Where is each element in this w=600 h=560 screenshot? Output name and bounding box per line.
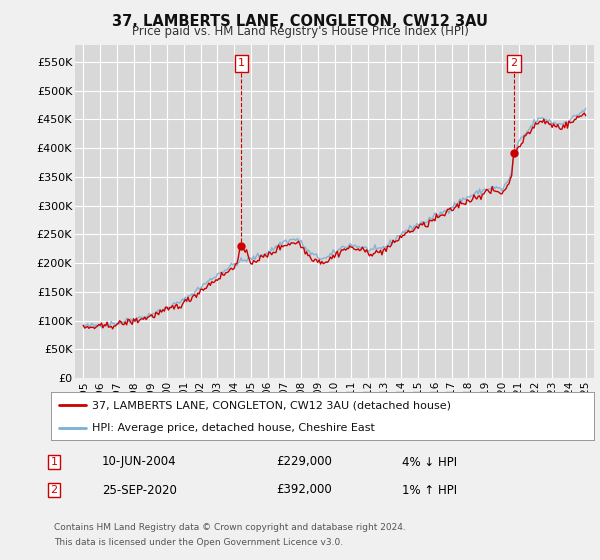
Text: 2: 2 (511, 58, 518, 68)
Text: £392,000: £392,000 (276, 483, 332, 497)
Text: 1% ↑ HPI: 1% ↑ HPI (402, 483, 457, 497)
Text: Price paid vs. HM Land Registry's House Price Index (HPI): Price paid vs. HM Land Registry's House … (131, 25, 469, 38)
Text: 4% ↓ HPI: 4% ↓ HPI (402, 455, 457, 469)
Text: 25-SEP-2020: 25-SEP-2020 (102, 483, 177, 497)
Text: 1: 1 (50, 457, 58, 467)
Text: This data is licensed under the Open Government Licence v3.0.: This data is licensed under the Open Gov… (54, 538, 343, 547)
Text: £229,000: £229,000 (276, 455, 332, 469)
Text: 10-JUN-2004: 10-JUN-2004 (102, 455, 176, 469)
Text: HPI: Average price, detached house, Cheshire East: HPI: Average price, detached house, Ches… (92, 423, 374, 433)
Text: 37, LAMBERTS LANE, CONGLETON, CW12 3AU (detached house): 37, LAMBERTS LANE, CONGLETON, CW12 3AU (… (92, 400, 451, 410)
Text: Contains HM Land Registry data © Crown copyright and database right 2024.: Contains HM Land Registry data © Crown c… (54, 523, 406, 532)
Text: 2: 2 (50, 485, 58, 495)
Text: 37, LAMBERTS LANE, CONGLETON, CW12 3AU: 37, LAMBERTS LANE, CONGLETON, CW12 3AU (112, 14, 488, 29)
Text: 1: 1 (238, 58, 245, 68)
